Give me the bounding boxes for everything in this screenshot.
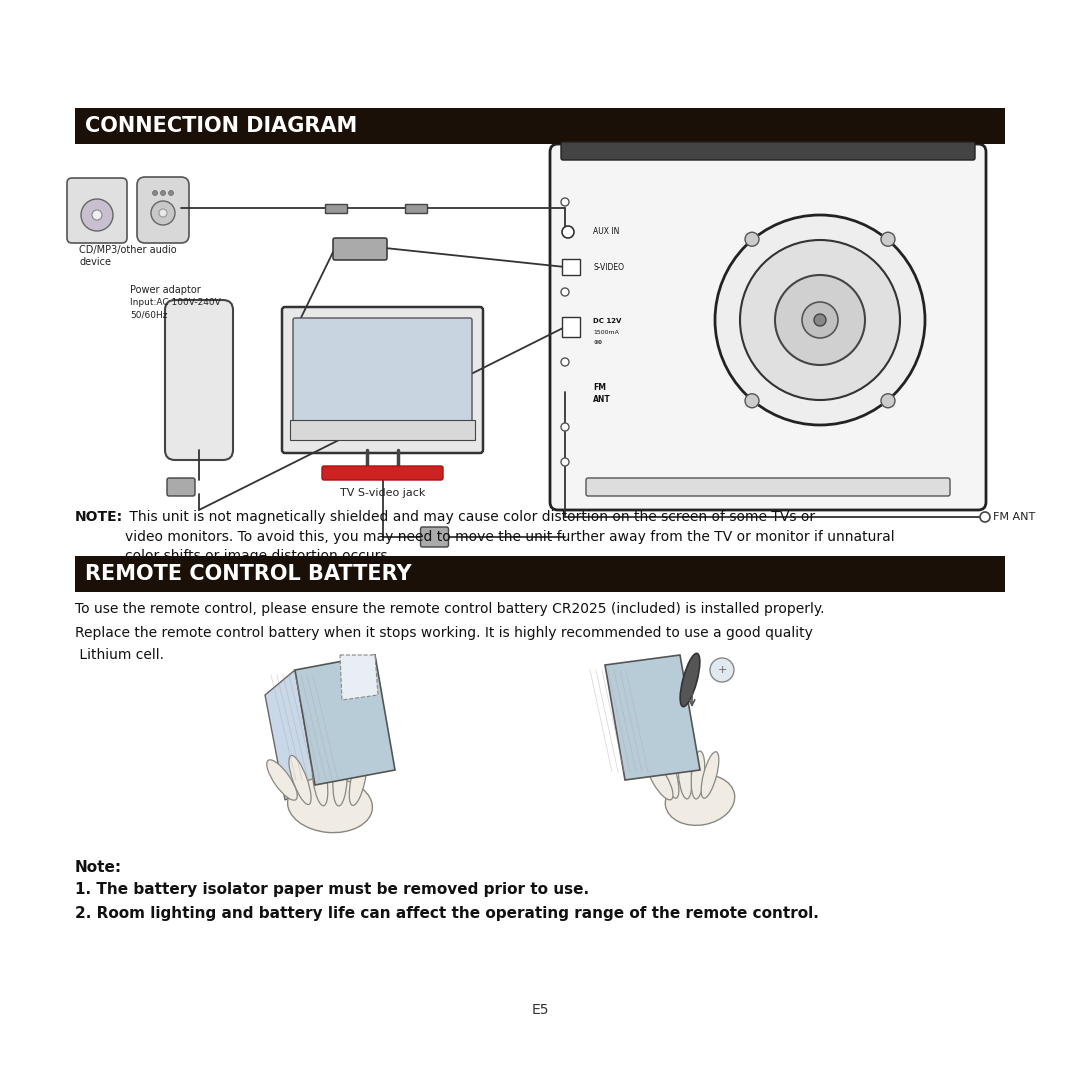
Text: Replace the remote control battery when it stops working. It is highly recommend: Replace the remote control battery when …	[75, 626, 813, 662]
Text: 1. The battery isolator paper must be removed prior to use.: 1. The battery isolator paper must be re…	[75, 882, 589, 897]
Text: DC 12V: DC 12V	[593, 318, 621, 324]
Circle shape	[745, 232, 759, 246]
Circle shape	[561, 423, 569, 431]
Circle shape	[561, 198, 569, 206]
Circle shape	[881, 232, 895, 246]
Text: device: device	[79, 257, 111, 267]
Circle shape	[92, 210, 102, 220]
Ellipse shape	[289, 755, 311, 805]
Text: ⊕⊕: ⊕⊕	[593, 340, 603, 346]
Circle shape	[161, 190, 165, 195]
Circle shape	[151, 201, 175, 225]
Text: FM ANT: FM ANT	[993, 512, 1036, 522]
Circle shape	[562, 226, 573, 238]
Text: Power adaptor: Power adaptor	[130, 285, 201, 295]
Circle shape	[814, 314, 826, 326]
Bar	[405, 204, 427, 213]
Bar	[562, 318, 580, 337]
Ellipse shape	[701, 752, 719, 798]
Circle shape	[561, 288, 569, 296]
FancyBboxPatch shape	[282, 307, 483, 453]
Bar	[562, 259, 580, 275]
Circle shape	[740, 240, 900, 400]
Text: E5: E5	[531, 1003, 549, 1017]
Text: CD/MP3/other audio: CD/MP3/other audio	[79, 245, 177, 255]
Circle shape	[775, 275, 865, 365]
Text: +: +	[717, 665, 727, 675]
Text: ANT: ANT	[593, 395, 611, 405]
FancyBboxPatch shape	[561, 141, 975, 160]
Ellipse shape	[287, 778, 373, 833]
Ellipse shape	[333, 754, 347, 806]
Text: CONNECTION DIAGRAM: CONNECTION DIAGRAM	[85, 116, 357, 136]
Ellipse shape	[349, 755, 367, 806]
Text: NOTE:: NOTE:	[75, 510, 123, 524]
Ellipse shape	[661, 752, 679, 798]
Text: TV S-video jack: TV S-video jack	[340, 488, 426, 498]
Ellipse shape	[678, 751, 692, 799]
Circle shape	[745, 394, 759, 408]
FancyBboxPatch shape	[67, 178, 127, 243]
FancyBboxPatch shape	[333, 238, 387, 260]
Text: REMOTE CONTROL BATTERY: REMOTE CONTROL BATTERY	[85, 564, 411, 584]
Bar	[325, 204, 347, 213]
Text: S-VIDEO: S-VIDEO	[593, 262, 624, 271]
Ellipse shape	[680, 653, 700, 706]
Text: 1500mA: 1500mA	[593, 330, 619, 336]
Ellipse shape	[665, 774, 734, 825]
Text: This unit is not magnetically shielded and may cause color distortion on the scr: This unit is not magnetically shielded a…	[125, 510, 894, 563]
FancyBboxPatch shape	[322, 465, 443, 480]
FancyBboxPatch shape	[167, 478, 195, 496]
Circle shape	[159, 210, 167, 217]
Text: AUX IN: AUX IN	[593, 228, 619, 237]
FancyBboxPatch shape	[550, 144, 986, 510]
FancyBboxPatch shape	[293, 318, 472, 422]
Circle shape	[881, 394, 895, 408]
Polygon shape	[605, 654, 700, 780]
Circle shape	[168, 190, 174, 195]
Circle shape	[152, 190, 158, 195]
FancyBboxPatch shape	[137, 177, 189, 243]
Text: Input:AC 100V-240V: Input:AC 100V-240V	[130, 298, 220, 307]
Text: To use the remote control, please ensure the remote control battery CR2025 (incl: To use the remote control, please ensure…	[75, 602, 824, 616]
Text: 50/60Hz: 50/60Hz	[130, 310, 167, 319]
Text: FM: FM	[593, 382, 606, 391]
Circle shape	[802, 302, 838, 338]
Text: Note:: Note:	[75, 860, 122, 875]
Circle shape	[561, 458, 569, 465]
Ellipse shape	[267, 760, 297, 800]
Bar	[75, 108, 1005, 144]
Bar	[291, 420, 475, 440]
Ellipse shape	[691, 751, 705, 799]
Ellipse shape	[312, 754, 328, 806]
Circle shape	[710, 658, 734, 681]
Circle shape	[81, 199, 113, 231]
FancyBboxPatch shape	[586, 478, 950, 496]
Ellipse shape	[647, 760, 673, 800]
Circle shape	[980, 512, 990, 522]
Circle shape	[561, 357, 569, 366]
FancyBboxPatch shape	[165, 300, 233, 460]
Circle shape	[715, 215, 924, 426]
Text: 2. Room lighting and battery life can affect the operating range of the remote c: 2. Room lighting and battery life can af…	[75, 906, 819, 921]
Bar	[75, 556, 1005, 592]
Polygon shape	[340, 654, 378, 700]
FancyBboxPatch shape	[420, 527, 448, 546]
Polygon shape	[265, 670, 315, 800]
Polygon shape	[295, 654, 395, 785]
